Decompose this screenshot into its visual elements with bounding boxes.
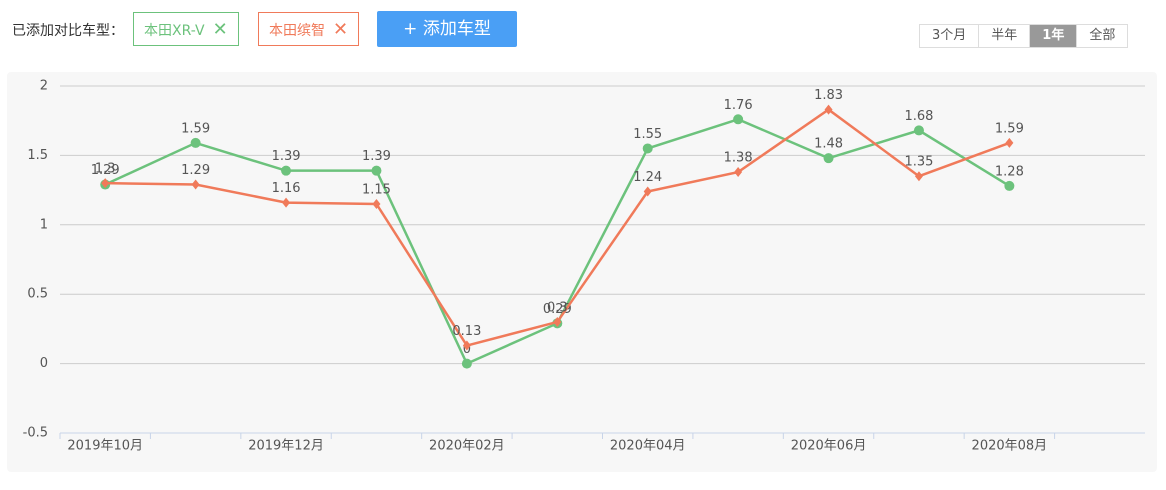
period-button[interactable]: 半年 [978, 25, 1029, 47]
data-label: 0.13 [452, 324, 481, 339]
data-label: 1.39 [272, 149, 301, 164]
y-tick-label: 0.5 [27, 287, 48, 302]
data-label: 1.29 [181, 163, 210, 178]
data-label: 1.3 [95, 162, 116, 177]
point [733, 114, 744, 125]
x-tick-label: 2020年06月 [791, 439, 867, 454]
y-tick-label: -0.5 [23, 426, 48, 441]
point [371, 165, 382, 176]
point [372, 198, 381, 209]
point [461, 358, 472, 369]
data-label: 1.29 [91, 163, 120, 178]
add-button[interactable]: + 添加车型 [377, 11, 517, 47]
point [101, 178, 110, 189]
data-label: 1.68 [904, 109, 933, 124]
point [643, 186, 652, 197]
period-switch: 3个月 半年 1年 全部 [919, 24, 1129, 48]
car-name: 本田XR-V [144, 23, 205, 39]
data-label: 1.15 [362, 182, 391, 197]
data-label: 1.83 [814, 88, 843, 103]
remove-icon[interactable]: ✕ [212, 19, 228, 40]
x-tick-label: 2019年12月 [248, 439, 324, 454]
remove-icon[interactable]: ✕ [333, 19, 349, 40]
data-label: 1.39 [362, 149, 391, 164]
point [913, 125, 924, 136]
x-tick-label: 2020年08月 [972, 439, 1048, 454]
data-label: 1.38 [724, 151, 753, 166]
chart-background [7, 72, 1157, 472]
point [190, 137, 201, 148]
point [553, 316, 562, 327]
point [191, 179, 200, 190]
point [1004, 180, 1015, 191]
y-tick-label: 1.5 [27, 148, 48, 163]
data-label: 1.35 [904, 155, 933, 170]
data-label: 1.48 [814, 137, 843, 152]
x-tick-label: 2020年02月 [429, 439, 505, 454]
point [734, 167, 743, 178]
x-tick-label: 2020年04月 [610, 439, 686, 454]
y-tick-label: 1 [40, 217, 48, 232]
data-label: 1.59 [995, 121, 1024, 136]
data-label: 1.28 [995, 164, 1024, 179]
data-label: 1.55 [633, 127, 662, 142]
period-button[interactable]: 1年 [1029, 25, 1077, 47]
data-label: 1.16 [272, 181, 301, 196]
point [823, 153, 834, 164]
point [914, 171, 923, 182]
x-tick-label: 2019年10月 [67, 439, 143, 454]
point [462, 340, 471, 351]
point [642, 143, 653, 154]
period-button[interactable]: 3个月 [932, 28, 967, 43]
y-tick-label: 0 [40, 356, 48, 371]
point [282, 197, 291, 208]
y-tick-label: 2 [40, 79, 48, 94]
data-label: 1.76 [724, 98, 753, 113]
period-button[interactable]: 全部 [1076, 25, 1127, 47]
point [281, 165, 292, 176]
data-label: 1.59 [181, 121, 210, 136]
car-tag[interactable]: 本田缤智 ✕ [258, 12, 360, 46]
compare-label: 已添加对比车型： [12, 23, 124, 39]
point [824, 104, 833, 115]
car-tag[interactable]: 本田XR-V ✕ [133, 12, 239, 46]
car-name: 本田缤智 [269, 23, 325, 39]
data-label: 1.24 [633, 170, 662, 185]
point [1005, 137, 1014, 148]
data-label: 0.3 [547, 300, 568, 315]
